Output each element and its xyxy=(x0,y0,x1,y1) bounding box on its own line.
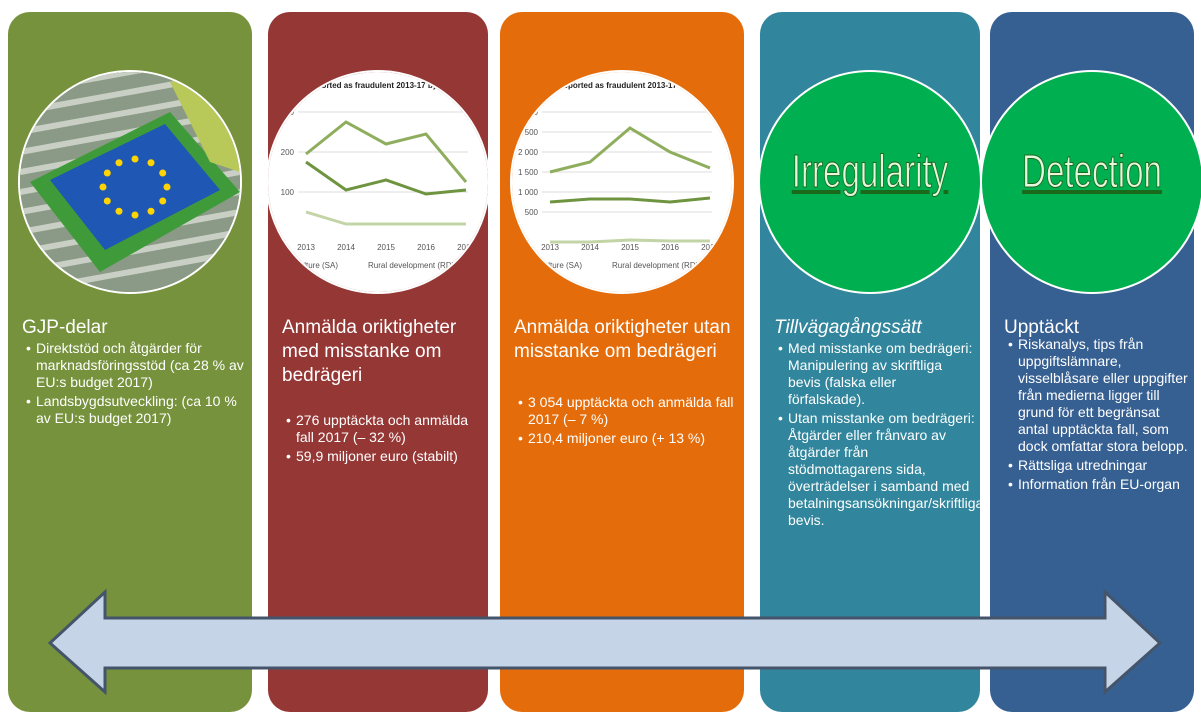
circle: Irregularities reported as fraudulent 20… xyxy=(266,70,490,294)
star xyxy=(131,211,139,219)
column: Irregularity TillvägagångssättMed misstan… xyxy=(758,12,983,712)
column: Detection UpptäcktRiskanalys, tips från u… xyxy=(980,12,1201,712)
circle-word: Detection xyxy=(1022,145,1163,198)
page: GJP-delarDirektstöd och åtgärder för mar… xyxy=(0,0,1201,695)
y-tick-label: 2 500 xyxy=(518,128,539,137)
x-tick-label: 2016 xyxy=(417,243,435,252)
legend-entry: Rural development (RD) xyxy=(368,261,455,270)
bullet-list: Riskanalys, tips från uppgiftslämnare, v… xyxy=(1004,336,1190,495)
bullet: 210,4 miljoner euro (+ 13 %) xyxy=(514,430,740,447)
y-tick-label: 100 xyxy=(281,188,295,197)
star xyxy=(131,155,139,163)
column-heading: GJP-delar xyxy=(22,317,108,338)
bullet: Med misstanke om bedrägeri: Manipulering… xyxy=(774,340,976,408)
column-heading: Tillvägagångssätt xyxy=(774,317,922,338)
circle: Detection xyxy=(980,70,1201,294)
circle-image: Irregularities not reported as fraudulen… xyxy=(512,72,732,292)
bullet: Riskanalys, tips från uppgiftslämnare, v… xyxy=(1004,336,1190,455)
double-arrow xyxy=(47,588,1163,695)
bullet: 59,9 miljoner euro (stabilt) xyxy=(282,448,484,465)
chart-line xyxy=(305,160,467,196)
column: Irregularities reported as fraudulent 20… xyxy=(266,12,490,712)
column: GJP-delarDirektstöd och åtgärder för mar… xyxy=(8,12,252,712)
x-tick-label: 2015 xyxy=(621,243,639,252)
column-heading: Upptäckt xyxy=(1004,317,1079,338)
circle-image xyxy=(20,72,240,292)
circle: Irregularities not reported as fraudulen… xyxy=(510,70,734,294)
eu-flag xyxy=(50,124,220,250)
star xyxy=(159,197,167,205)
chart-line xyxy=(550,238,710,244)
chart-line xyxy=(305,210,466,226)
bullet: Utan misstanke om bedrägeri: Åtgärder el… xyxy=(774,410,983,529)
column: Irregularities not reported as fraudulen… xyxy=(500,12,744,712)
bullet-list: 3 054 upptäckta och anmälda fall 2017 (–… xyxy=(514,394,740,449)
bullet: 276 upptäckta och anmälda fall 2017 (– 3… xyxy=(282,412,484,446)
chart-line xyxy=(549,196,711,204)
circle xyxy=(18,70,242,294)
y-tick-label: 2 000 xyxy=(518,148,539,157)
bullet: Landsbygdsutveckling: (ca 10 % av EU:s b… xyxy=(22,393,248,427)
y-tick-label: 1 500 xyxy=(518,168,539,177)
column-heading: Anmälda oriktigheter utan misstanke om b… xyxy=(514,317,731,362)
circle: Irregularity xyxy=(758,70,982,294)
bullet-list: 276 upptäckta och anmälda fall 2017 (– 3… xyxy=(282,412,484,467)
x-tick-label: 2017 xyxy=(457,243,475,252)
bullet-list: Direktstöd och åtgärder för marknadsföri… xyxy=(22,340,248,429)
star xyxy=(147,159,155,167)
circle-image: Irregularities reported as fraudulent 20… xyxy=(268,72,488,292)
x-tick-label: 2015 xyxy=(377,243,395,252)
x-tick-label: 2014 xyxy=(581,243,599,252)
x-tick-label: 2016 xyxy=(661,243,679,252)
star xyxy=(163,183,171,191)
x-tick-label: 2013 xyxy=(297,243,315,252)
bullet: Direktstöd och åtgärder för marknadsföri… xyxy=(22,340,248,391)
star xyxy=(159,169,167,177)
column-heading: Anmälda oriktigheter med misstanke om be… xyxy=(282,317,457,386)
x-tick-label: 2014 xyxy=(337,243,355,252)
bullet: Rättsliga utredningar xyxy=(1004,457,1190,474)
bullet-list: Med misstanke om bedrägeri: Manipulering… xyxy=(774,340,983,531)
x-tick-label: 2013 xyxy=(541,243,559,252)
star xyxy=(147,207,155,215)
chart-bg xyxy=(512,72,732,292)
y-tick-label: 500 xyxy=(525,208,539,217)
arrow-layer xyxy=(47,588,1163,695)
star xyxy=(99,183,107,191)
star xyxy=(115,207,123,215)
y-tick-label: 1 000 xyxy=(518,188,539,197)
legend-entry: Rural development (RD) xyxy=(612,261,699,270)
star xyxy=(115,159,123,167)
star xyxy=(103,169,111,177)
chart-line xyxy=(305,120,468,183)
y-tick-label: 200 xyxy=(281,148,295,157)
circle-word: Irregularity xyxy=(791,145,949,198)
chart-line xyxy=(549,126,711,174)
chart-title: Irregularities not reported as fraudulen… xyxy=(512,81,732,90)
x-tick-label: 2017 xyxy=(701,243,719,252)
star xyxy=(103,197,111,205)
bullet: 3 054 upptäckta och anmälda fall 2017 (–… xyxy=(514,394,740,428)
chart-title: Irregularities reported as fraudulent 20… xyxy=(268,81,488,90)
bullet: Information från EU-organ xyxy=(1004,476,1190,493)
